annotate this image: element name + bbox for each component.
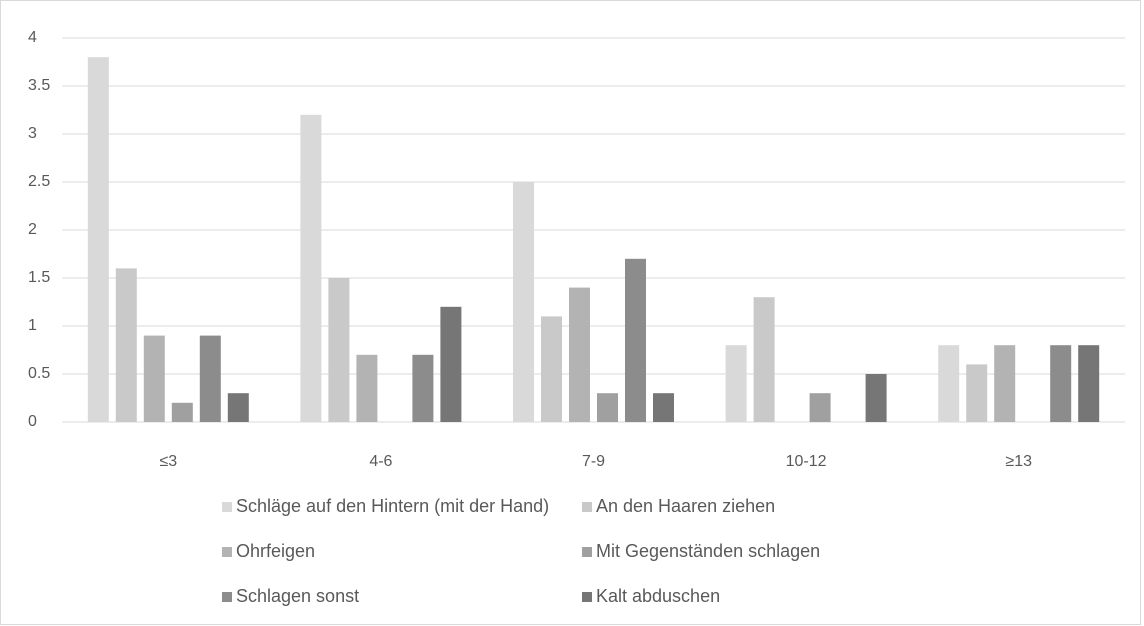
bar <box>753 297 775 422</box>
bar <box>300 114 322 423</box>
y-tick-label: 2.5 <box>28 173 50 190</box>
legend-label: Mit Gegenständen schlagen <box>596 541 820 561</box>
bar <box>87 57 109 422</box>
legend-swatch <box>222 547 232 557</box>
bar <box>938 345 960 422</box>
bar <box>115 268 137 422</box>
bar <box>569 287 590 422</box>
bar <box>171 402 193 422</box>
bar <box>625 258 646 422</box>
legend-label: Kalt abduschen <box>596 586 720 606</box>
bar <box>597 393 618 422</box>
y-tick-label: 3 <box>28 125 37 142</box>
legend-label: Ohrfeigen <box>236 541 315 561</box>
x-tick-label: ≥13 <box>1005 453 1032 470</box>
bar <box>143 335 165 422</box>
legend-swatch <box>222 592 232 602</box>
legend-swatch <box>582 592 592 602</box>
bar <box>1078 345 1100 422</box>
bar <box>725 345 747 422</box>
y-tick-label: 3.5 <box>28 77 50 94</box>
bar <box>440 306 462 422</box>
bar <box>653 393 674 422</box>
y-tick-label: 4 <box>28 29 37 46</box>
y-tick-label: 0 <box>28 413 37 430</box>
legend-label: Schlagen sonst <box>236 586 359 606</box>
legend-label: Schläge auf den Hintern (mit der Hand) <box>236 496 549 516</box>
x-tick-label: 7-9 <box>582 453 605 470</box>
y-tick-label: 1 <box>28 317 37 334</box>
bar <box>328 278 350 422</box>
x-tick-label: 4-6 <box>369 453 392 470</box>
bar <box>412 354 434 422</box>
y-tick-label: 0.5 <box>28 365 50 382</box>
bar <box>1050 345 1072 422</box>
bar <box>541 316 562 422</box>
legend-swatch <box>582 547 592 557</box>
bar <box>199 335 221 422</box>
x-tick-label: 10-12 <box>786 453 827 470</box>
bar <box>994 345 1016 422</box>
bar <box>809 393 831 422</box>
bar <box>356 354 378 422</box>
bar <box>513 182 534 422</box>
y-tick-label: 2 <box>28 221 37 238</box>
legend-label: An den Haaren ziehen <box>596 496 775 516</box>
y-tick-label: 1.5 <box>28 269 50 286</box>
legend-swatch <box>582 502 592 512</box>
bar <box>227 393 249 422</box>
bar <box>966 364 988 422</box>
bar <box>865 374 887 422</box>
legend-swatch <box>222 502 232 512</box>
x-tick-label: ≤3 <box>159 453 177 470</box>
